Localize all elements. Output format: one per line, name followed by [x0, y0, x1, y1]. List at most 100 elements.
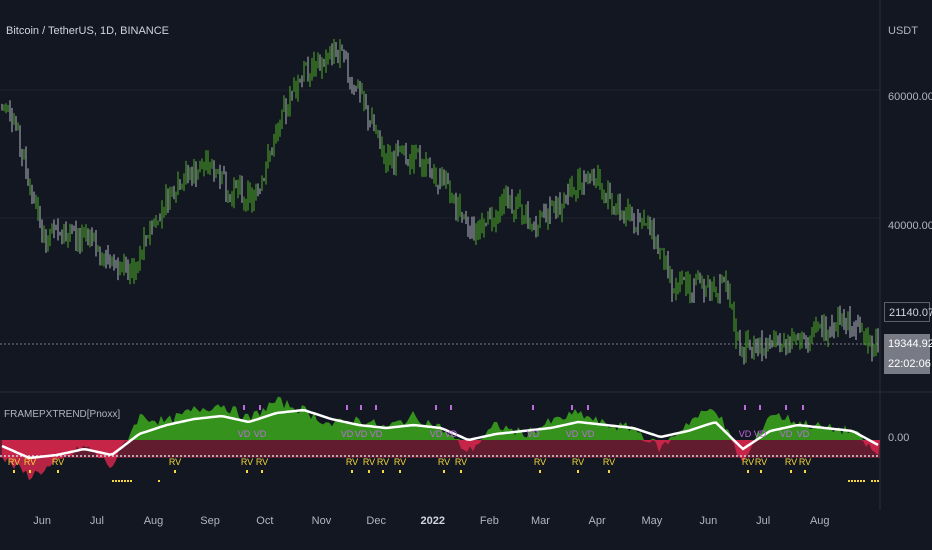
- rv-signal-marker: [246, 470, 248, 473]
- trend-dot: [112, 480, 114, 482]
- time-axis-label: Nov: [311, 515, 332, 527]
- trend-dot: [121, 480, 123, 482]
- vd-signal-label: VD: [797, 429, 810, 439]
- rv-signal-marker: [351, 470, 353, 473]
- trend-dot: [877, 480, 879, 482]
- vd-signal-marker: [346, 405, 348, 410]
- price-axis-label-60000: 60000.00: [888, 91, 932, 103]
- rv-signal-marker: [608, 470, 610, 473]
- rv-signal-label: RV: [438, 457, 450, 467]
- time-axis-label: Jun: [33, 515, 52, 527]
- trend-dot: [854, 480, 856, 482]
- vd-signal-marker: [243, 405, 245, 410]
- time-axis-label: Apr: [588, 515, 606, 527]
- rv-signal-label: RV: [241, 457, 253, 467]
- rv-signal-marker: [577, 470, 579, 473]
- indicator-green-area: [2, 396, 880, 440]
- rv-signal-marker: [760, 470, 762, 473]
- rv-signal-label: RV: [52, 457, 64, 467]
- price-series[interactable]: [1, 39, 879, 365]
- vd-signal-marker: [571, 405, 573, 410]
- indicator-pane[interactable]: [0, 396, 880, 481]
- trend-dot: [874, 480, 876, 482]
- rv-signal-label: RV: [169, 457, 181, 467]
- vd-signal-label: VD: [566, 429, 579, 439]
- rv-signal-marker: [790, 470, 792, 473]
- vd-signal-label: VD: [355, 429, 368, 439]
- trend-dot: [124, 480, 126, 482]
- rv-signal-label: RV: [755, 457, 767, 467]
- vd-signal-label: VD: [254, 429, 267, 439]
- time-axis-label: Sep: [200, 515, 220, 527]
- trend-dot: [127, 480, 129, 482]
- rv-signal-label: RV: [24, 457, 36, 467]
- vd-signal-label: VD: [739, 429, 752, 439]
- vd-signal-label: VD: [527, 429, 540, 439]
- rv-signal-marker: [13, 470, 15, 473]
- rv-signal-marker: [747, 470, 749, 473]
- rv-signal-marker: [399, 470, 401, 473]
- time-axis-label: Aug: [143, 515, 164, 527]
- time-axis-label: Feb: [479, 515, 499, 527]
- rv-signal-marker: [804, 470, 806, 473]
- vd-signal-label: VD: [430, 429, 443, 439]
- trend-dot: [851, 480, 853, 482]
- rv-signal-label: RV: [346, 457, 358, 467]
- trend-dot: [158, 480, 160, 482]
- last-price-tag: 21140.07: [884, 302, 932, 322]
- time-axis-label: Dec: [366, 515, 386, 527]
- trend-dot: [860, 480, 862, 482]
- rv-signal-label: RV: [377, 457, 389, 467]
- indicator-axis-zero: 0.00: [888, 432, 910, 444]
- indicator-red-area: [2, 440, 880, 481]
- trend-dot: [857, 480, 859, 482]
- indicator-title[interactable]: FRAMEPXTREND[Pnoxx]: [4, 409, 121, 420]
- signal-markers: RV RV RV RV RV RV RV RV RV RV RV RV RV RV RV RV RV RV RVVD…: [8, 405, 879, 482]
- vd-signal-marker: [375, 405, 377, 410]
- vd-signal-marker: [450, 405, 452, 410]
- vd-signal-marker: [759, 405, 761, 410]
- rv-signal-label: RV: [603, 457, 615, 467]
- rv-signal-marker: [539, 470, 541, 473]
- vd-signal-marker: [587, 405, 589, 410]
- vd-signal-marker: [785, 405, 787, 410]
- vd-signal-marker: [532, 405, 534, 410]
- vd-signal-marker: [259, 405, 261, 410]
- current-price-tag: 19344.92: [884, 334, 932, 354]
- rv-signal-label: RV: [534, 457, 546, 467]
- rv-signal-marker: [261, 470, 263, 473]
- rv-signal-marker: [443, 470, 445, 473]
- vd-signal-label: VD: [754, 429, 767, 439]
- rv-signal-marker: [382, 470, 384, 473]
- rv-signal-label: RV: [572, 457, 584, 467]
- vd-signal-label: VD: [370, 429, 383, 439]
- trend-dot: [863, 480, 865, 482]
- time-axis-label: Jul: [89, 515, 104, 527]
- rv-signal-marker: [460, 470, 462, 473]
- time-axis-label: Mar: [530, 515, 550, 527]
- rv-signal-marker: [57, 470, 59, 473]
- time-axis-label: Oct: [256, 515, 274, 527]
- vd-signal-label: VD: [582, 429, 595, 439]
- time-axis-label: Jul: [756, 515, 771, 527]
- rv-signal-label: RV: [742, 457, 754, 467]
- vd-signal-marker: [744, 405, 746, 410]
- time-axis-label: Aug: [809, 515, 830, 527]
- rv-signal-marker: [174, 470, 176, 473]
- vd-signal-marker: [802, 405, 804, 410]
- vd-signal-marker: [435, 405, 437, 410]
- trend-dot: [848, 480, 850, 482]
- currency-label: USDT: [888, 25, 918, 37]
- time-axis-label: May: [641, 515, 663, 527]
- trend-dot: [130, 480, 132, 482]
- trend-dot: [871, 480, 873, 482]
- price-axis-label-40000: 40000.00: [888, 220, 932, 232]
- rv-signal-label: RV: [363, 457, 375, 467]
- symbol-title[interactable]: Bitcoin / TetherUS, 1D, BINANCE: [6, 25, 170, 37]
- time-axis-label: 2022: [420, 515, 446, 527]
- rv-signal-label: RV: [394, 457, 406, 467]
- trend-dot: [115, 480, 117, 482]
- vd-signal-label: VD: [238, 429, 251, 439]
- vd-signal-marker: [360, 405, 362, 410]
